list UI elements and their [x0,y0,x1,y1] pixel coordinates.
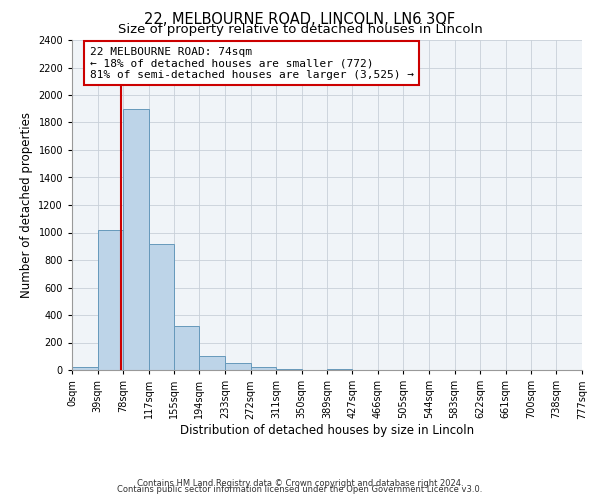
Bar [251,367,276,370]
Y-axis label: Number of detached properties: Number of detached properties [20,112,32,298]
Text: Contains public sector information licensed under the Open Government Licence v3: Contains public sector information licen… [118,485,482,494]
Bar [149,244,174,370]
Text: Size of property relative to detached houses in Lincoln: Size of property relative to detached ho… [118,22,482,36]
Bar [174,326,199,370]
Text: Contains HM Land Registry data © Crown copyright and database right 2024.: Contains HM Land Registry data © Crown c… [137,478,463,488]
Bar [123,109,149,370]
Bar [199,356,225,370]
Bar [225,363,251,370]
X-axis label: Distribution of detached houses by size in Lincoln: Distribution of detached houses by size … [180,424,474,437]
Bar [276,368,302,370]
Text: 22 MELBOURNE ROAD: 74sqm
← 18% of detached houses are smaller (772)
81% of semi-: 22 MELBOURNE ROAD: 74sqm ← 18% of detach… [90,46,414,80]
Bar [98,230,123,370]
Bar [72,367,98,370]
Text: 22, MELBOURNE ROAD, LINCOLN, LN6 3QF: 22, MELBOURNE ROAD, LINCOLN, LN6 3QF [145,12,455,28]
